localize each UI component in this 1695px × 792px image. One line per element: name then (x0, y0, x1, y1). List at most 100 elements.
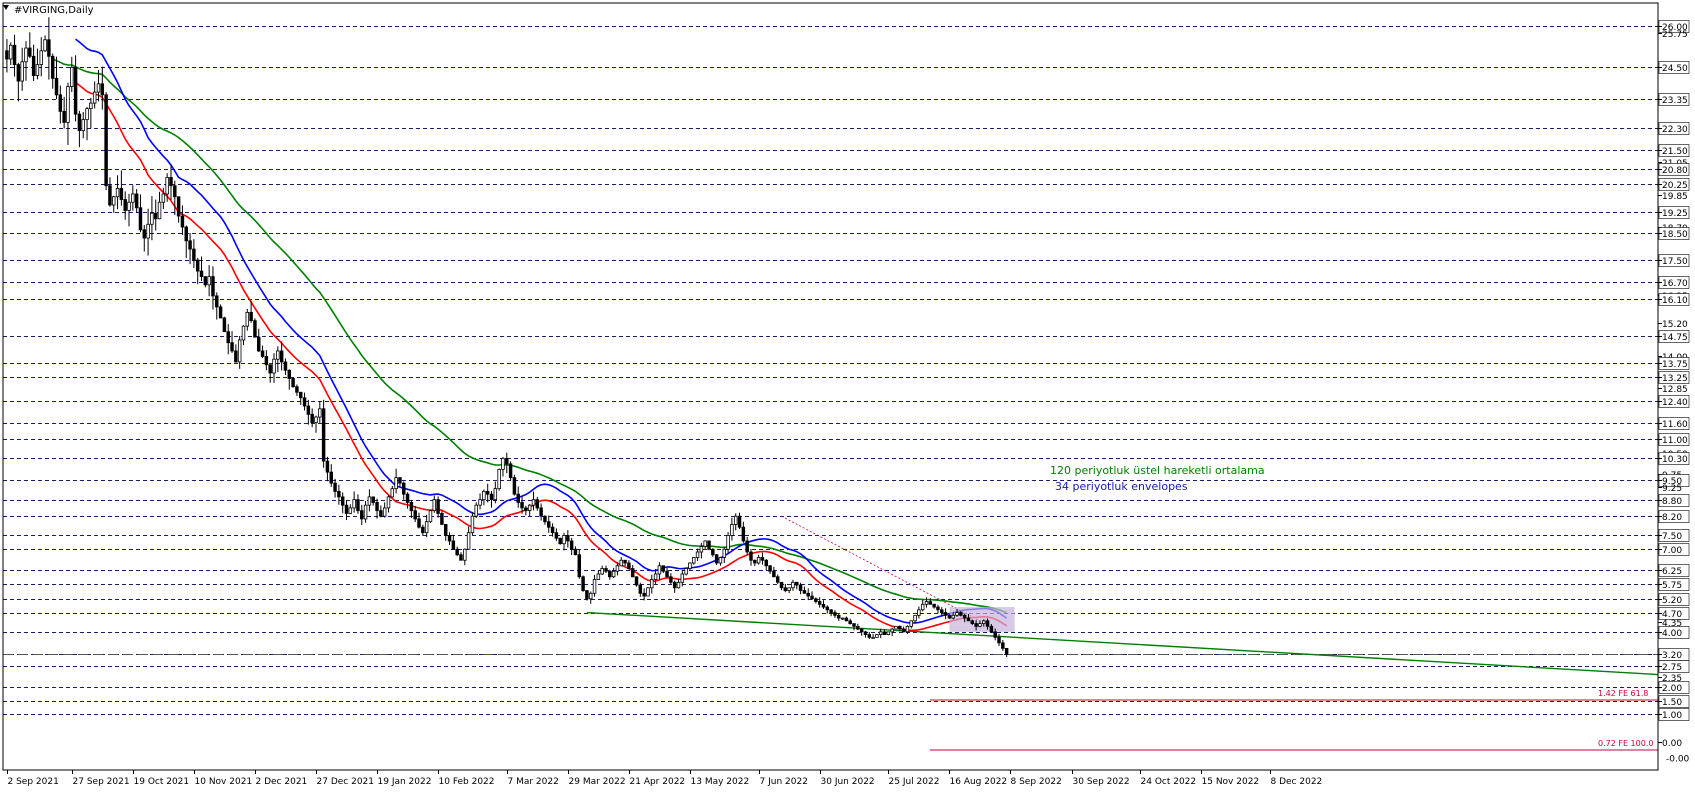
candle-bear (195, 259, 200, 272)
candle (131, 185, 135, 211)
candle-bull (894, 625, 898, 630)
candle (192, 239, 196, 268)
candle (367, 489, 372, 512)
candle-bear (409, 502, 414, 512)
candle (62, 96, 66, 129)
candle (814, 597, 818, 604)
candle-bear (173, 185, 177, 198)
candle (692, 557, 696, 565)
candle-bear (291, 378, 295, 388)
candle (28, 32, 32, 59)
candle-bear (485, 490, 490, 495)
candle (985, 618, 990, 630)
candle (474, 502, 478, 519)
candle-bear (741, 526, 746, 542)
candle-bull (978, 623, 982, 627)
candle (756, 554, 761, 565)
candle (527, 504, 532, 517)
date-tick-label: 15 Nov 2022 (1202, 777, 1260, 787)
candle-bear (837, 614, 841, 619)
candle-bear (974, 623, 978, 627)
candle-bear (585, 590, 589, 600)
candle (478, 493, 482, 510)
candle-bear (169, 177, 173, 187)
candle-bear (547, 521, 551, 528)
candle-bull (161, 193, 166, 203)
candle-bear (707, 540, 711, 550)
candle-bear (1004, 647, 1009, 655)
candle-bear (711, 548, 715, 556)
candle (749, 549, 753, 566)
candle-bear (943, 612, 948, 616)
candle (596, 570, 601, 580)
candle (337, 484, 341, 505)
collapse-arrow-icon[interactable] (3, 5, 9, 10)
candle-bull (688, 562, 692, 569)
candle-bear (134, 193, 139, 209)
candle (859, 628, 864, 636)
highlight-zone (949, 607, 1015, 632)
candle-bear (989, 625, 994, 633)
candle-bear (344, 504, 349, 514)
candle-bear (443, 524, 448, 536)
candle-bear (569, 540, 574, 550)
candle-bull (478, 499, 482, 506)
price-tick-label: 9.25 (1662, 484, 1682, 494)
candle (516, 486, 520, 508)
candle (24, 41, 28, 81)
candle (115, 175, 120, 210)
price-tick-label: 11.00 (1662, 436, 1688, 446)
candle (791, 579, 795, 591)
candle-bear (5, 50, 9, 60)
candle-bull (318, 408, 322, 418)
candle-bear (268, 364, 272, 374)
candle (104, 92, 108, 191)
candle (96, 69, 101, 102)
candle-bear (539, 507, 543, 517)
candle (802, 586, 807, 594)
candle-bear (768, 565, 772, 572)
candle (222, 316, 227, 333)
candle (195, 258, 200, 285)
candle-bull (619, 559, 623, 567)
candle-bear (970, 620, 975, 624)
candle-bear (638, 584, 643, 594)
candle (562, 532, 566, 551)
candle (684, 568, 688, 576)
candle (653, 569, 658, 584)
candle (711, 548, 715, 557)
candle (405, 492, 410, 509)
candle-bear (337, 490, 341, 498)
candle (180, 205, 185, 235)
candle (291, 377, 295, 388)
candle (890, 627, 894, 636)
candle (982, 619, 986, 627)
candle-bear (28, 47, 32, 57)
date-tick-label: 27 Sep 2021 (73, 777, 130, 787)
candle-bear (421, 526, 425, 534)
date-tick-label: 25 Jul 2022 (889, 777, 940, 787)
candle-bear (810, 595, 814, 600)
date-tick-label: 30 Jun 2022 (821, 777, 875, 787)
candle (428, 509, 433, 524)
candle (493, 481, 498, 504)
candle-bear (753, 559, 757, 564)
date-tick-label: 27 Dec 2021 (317, 777, 375, 787)
candle (840, 617, 845, 621)
candle (421, 524, 425, 536)
candle (16, 62, 21, 102)
candle (394, 468, 398, 494)
candle (127, 193, 131, 227)
candle (451, 534, 456, 550)
candle (978, 620, 982, 628)
candle (173, 180, 177, 215)
price-tick-label: 14.75 (1662, 333, 1688, 343)
candle-bear (77, 113, 82, 132)
candle (184, 225, 188, 259)
candle (726, 532, 730, 553)
date-tick-label: 7 Jun 2022 (760, 777, 808, 787)
candle-bear (997, 636, 1001, 644)
candle (66, 82, 70, 145)
candle (1001, 640, 1005, 651)
